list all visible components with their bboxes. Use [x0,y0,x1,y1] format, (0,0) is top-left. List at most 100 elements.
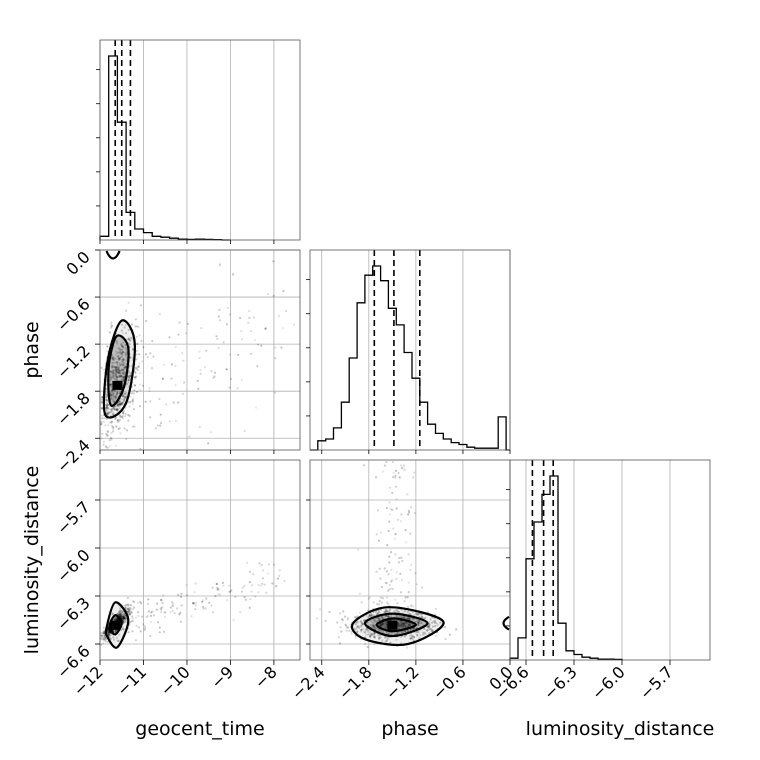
scatter-point [387,615,390,618]
scatter-point [112,622,115,626]
scatter-point [397,471,400,475]
scatter-point [113,626,116,629]
scatter-point [184,332,187,335]
scatter-point [115,620,118,623]
scatter-point [114,629,117,632]
scatter-point [417,631,420,634]
scatter-point [394,626,397,629]
scatter-point [119,402,122,405]
scatter-point [127,413,130,417]
scatter-point [368,596,371,599]
scatter-point [119,607,122,610]
scatter-point [100,437,103,440]
scatter-point [120,359,124,362]
scatter-point [219,263,222,266]
scatter-point [418,637,421,640]
scatter-point [128,612,131,615]
scatter-point [381,622,384,625]
scatter-point [396,622,399,626]
scatter-point [115,622,118,625]
scatter-point [370,614,373,617]
scatter-point [114,622,117,625]
scatter-point [127,371,130,374]
scatter-point [118,369,121,372]
density-peak [110,620,121,630]
scatter-point [395,507,398,510]
scatter-point [115,620,118,623]
scatter-point [192,601,195,604]
scatter-point [117,354,120,358]
scatter-point [382,623,386,626]
y-tick-label-luminosity_distance: −6.3 [53,593,94,634]
scatter-point [116,622,119,625]
scatter-point [428,621,431,624]
scatter-point [119,375,122,378]
scatter-point [116,619,119,623]
scatter-point [122,368,125,371]
scatter-point [106,412,109,415]
scatter-point [257,591,260,594]
scatter-point [113,622,116,625]
scatter-point [386,620,389,623]
scatter-point [412,635,416,639]
scatter-point [389,619,392,622]
scatter-point [119,614,123,617]
scatter-point [252,316,256,319]
scatter-point [135,375,138,378]
scatter-point [408,617,411,620]
scatter-point [380,624,383,627]
scatter-point [378,603,381,606]
scatter-point [102,642,105,645]
scatter-point [361,623,364,626]
scatter-point [222,584,225,587]
scatter-point [118,418,122,421]
scatter-point [122,378,125,381]
scatter-point [114,622,118,625]
scatter-point [117,387,120,390]
scatter-point [121,368,124,371]
scatter-point [141,360,144,363]
scatter-point [111,358,115,361]
scatter-point [401,559,404,563]
scatter-point [174,384,177,387]
scatter-point [114,625,117,628]
scatter-point [249,598,252,601]
scatter-point [115,393,118,396]
scatter-point [433,625,436,628]
scatter-point [126,386,129,389]
scatter-point [116,639,119,642]
scatter-point [117,620,120,623]
scatter-point [119,613,122,616]
scatter-point [180,595,183,598]
scatter-point [356,630,359,633]
scatter-point [114,366,117,369]
scatter-point [113,389,116,392]
scatter-point [110,366,113,369]
scatter-point [118,402,121,405]
scatter-point [116,619,119,622]
scatter-point [221,581,224,585]
scatter-point [117,625,120,628]
scatter-point [116,627,119,631]
scatter-point [142,346,145,349]
scatter-point [345,629,348,632]
scatter-point [282,290,285,293]
scatter-point [115,370,118,373]
scatter-point [107,630,110,634]
scatter-point [107,407,110,410]
scatter-point [101,396,104,399]
scatter-point [347,616,350,620]
scatter-point [117,622,120,625]
scatter-point [372,624,375,628]
scatter-point [122,615,125,619]
scatter-point [230,589,233,592]
scatter-point [106,403,109,406]
scatter-point [128,365,131,368]
scatter-point [273,391,276,394]
scatter-point [111,626,114,629]
scatter-point [161,602,164,605]
scatter-point [123,619,126,622]
scatter-point [112,624,115,627]
scatter-point [379,624,382,627]
scatter-point [417,621,420,624]
